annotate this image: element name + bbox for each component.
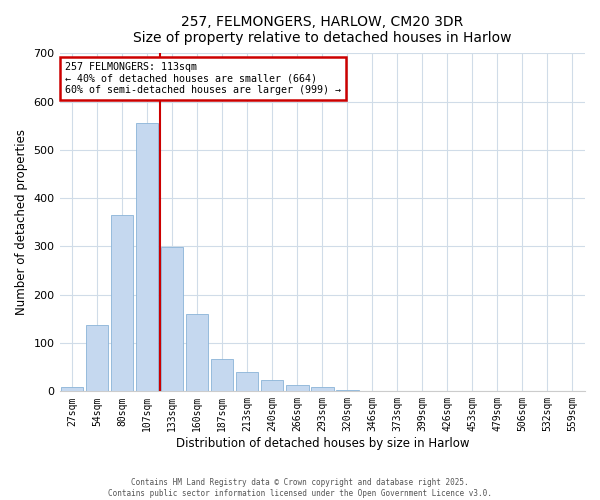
Bar [136,124,158,392]
Bar [161,248,184,392]
Bar [311,388,334,392]
X-axis label: Distribution of detached houses by size in Harlow: Distribution of detached houses by size … [176,437,469,450]
Text: Contains HM Land Registry data © Crown copyright and database right 2025.
Contai: Contains HM Land Registry data © Crown c… [108,478,492,498]
Y-axis label: Number of detached properties: Number of detached properties [15,130,28,316]
Bar [261,380,283,392]
Bar [336,390,359,392]
Bar [186,314,208,392]
Bar [61,386,83,392]
Title: 257, FELMONGERS, HARLOW, CM20 3DR
Size of property relative to detached houses i: 257, FELMONGERS, HARLOW, CM20 3DR Size o… [133,15,512,45]
Bar [111,215,133,392]
Bar [236,372,259,392]
Bar [286,385,308,392]
Text: 257 FELMONGERS: 113sqm
← 40% of detached houses are smaller (664)
60% of semi-de: 257 FELMONGERS: 113sqm ← 40% of detached… [65,62,341,95]
Bar [211,360,233,392]
Bar [86,324,109,392]
